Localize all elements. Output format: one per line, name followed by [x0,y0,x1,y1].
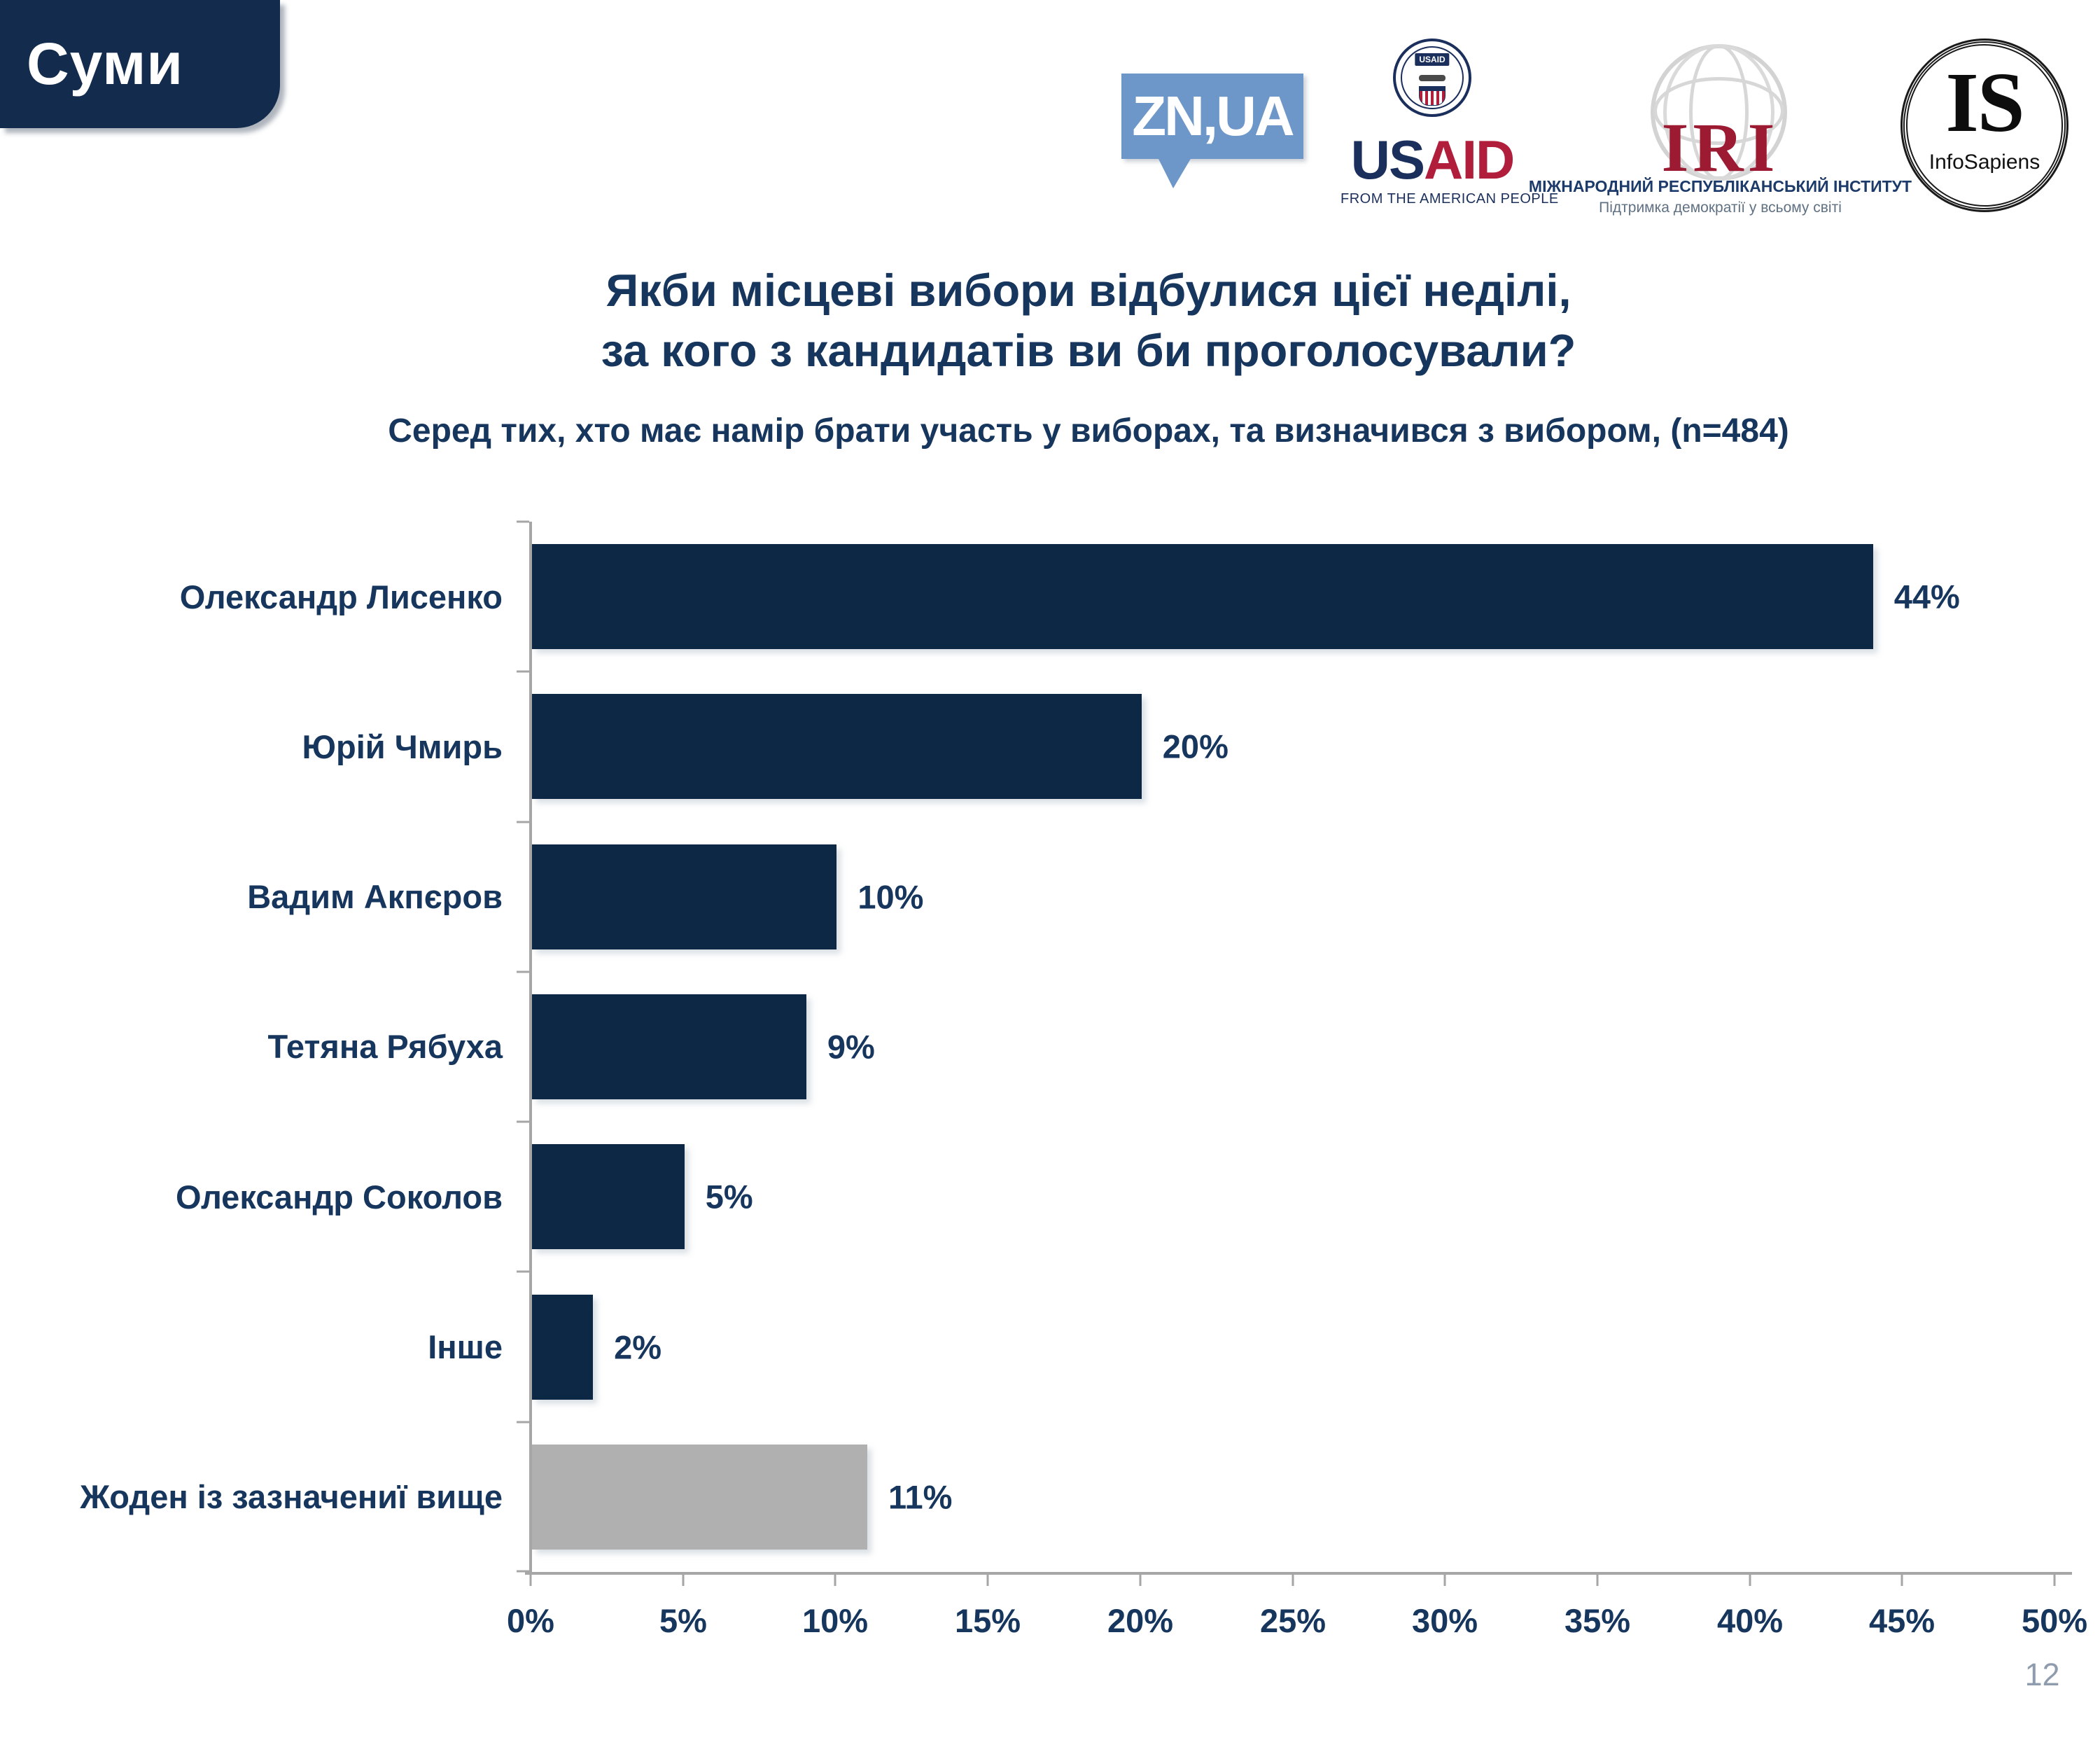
y-axis-tick [517,670,529,673]
bar-row: Тетяна Рябуха 9% [42,972,2054,1122]
x-tick-label: 20% [1107,1602,1174,1639]
iri-caption-line2: Підтримка демократії у всьому світі [1599,200,1842,216]
x-tick-label: 30% [1411,1602,1478,1639]
y-axis-line [529,522,532,1572]
y-axis-tick [517,1421,529,1424]
chart-title-line2: за кого з кандидатів ви би проголосували… [601,325,1576,376]
bar-row: Інше 2% [42,1272,2054,1421]
value-label: 5% [705,1178,753,1216]
infosapiens-logo: IS InfoSapiens [1896,34,2073,216]
x-tick-label: 50% [2021,1602,2088,1639]
x-axis-tick [529,1575,532,1586]
y-axis-tick [517,1570,529,1573]
category-label: Юрій Чмирь [302,728,503,765]
bar [532,1444,867,1550]
value-label: 20% [1162,728,1228,765]
x-axis-tick [1443,1575,1446,1586]
bar-track: 2% [531,1272,2054,1421]
y-axis-tick [517,1120,529,1123]
x-tick-label: 0% [507,1602,554,1639]
x-tick-label: 35% [1564,1602,1631,1639]
category-label: Інше [428,1328,503,1366]
seal-banner-label: USAID [1415,53,1450,66]
chart-title: Якби місцеві вибори відбулися цієї неділ… [77,260,2100,381]
x-tick-label: 10% [802,1602,869,1639]
bar-row: Жоден із зазначениї вище 11% [42,1422,2054,1572]
bar-row: Олександр Соколов 5% [42,1122,2054,1272]
handshake-icon [1419,75,1446,81]
globe-icon [1651,44,1787,181]
bar-track: 9% [531,972,2054,1122]
usaid-wordmark-us: US [1350,129,1425,190]
category-label: Олександр Соколов [176,1178,503,1216]
x-axis-tick [2053,1575,2056,1586]
category-label: Жоден із зазначениї вище [80,1478,503,1516]
shield-icon [1419,86,1446,106]
bar [532,844,837,949]
value-label: 2% [614,1328,662,1366]
bar-track: 11% [531,1422,2054,1572]
bar [532,1144,685,1250]
bar-rows: Олександр Лисенко 44% Юрій Чмирь 20% Вад… [42,522,2054,1572]
x-tick-label: 45% [1868,1602,1935,1639]
znua-logo: ZN,UA [1121,74,1303,188]
x-axis-tick [834,1575,836,1586]
page-number: 12 [2024,1657,2060,1692]
x-axis-tick [1749,1575,1751,1586]
x-tick-label: 25% [1259,1602,1326,1639]
chart-title-line1: Якби місцеві вибори відбулися цієї неділ… [606,265,1572,316]
znua-logo-text: ZN,UA [1132,85,1294,147]
iri-acronym: IRI [1661,109,1779,186]
infosapiens-name: InfoSapiens [1928,151,2040,174]
y-axis-tick [517,821,529,823]
bar-track: 10% [531,822,2054,972]
x-tick-label: 40% [1716,1602,1784,1639]
bar-track: 5% [531,1122,2054,1272]
bar [532,694,1142,800]
x-axis-tick [986,1575,989,1586]
x-axis-tick [1292,1575,1294,1586]
usaid-wordmark: USAID [1340,132,1524,187]
speech-bubble-tail-icon [1158,158,1191,188]
value-label: 10% [858,878,924,916]
y-axis-tick [517,970,529,973]
x-tick-label: 5% [659,1602,707,1639]
region-title: Суми [27,31,184,97]
x-tick-label: 15% [954,1602,1021,1639]
y-axis-tick [517,1270,529,1273]
iri-caption-line1: МІЖНАРОДНИЙ РЕСПУБЛІКАНСЬКИЙ ІНСТИТУТ [1528,177,1912,195]
bar-track: 44% [531,522,2054,671]
znua-logo-box: ZN,UA [1121,74,1303,159]
bar-row: Юрій Чмирь 20% [42,671,2054,821]
x-axis-tick [1900,1575,1903,1586]
usaid-tagline: FROM THE AMERICAN PEOPLE [1340,191,1559,207]
category-label: Тетяна Рябуха [267,1028,503,1066]
x-axis-tick [1596,1575,1599,1586]
bar-row: Олександр Лисенко 44% [42,522,2054,671]
ellipse-ring-icon [1900,39,2068,212]
seal-ring-icon [1401,46,1464,109]
region-tag: Суми [0,0,280,128]
x-axis-line [525,1572,2072,1575]
x-axis-tick [1139,1575,1142,1586]
bar [532,1294,594,1400]
bar-chart: Олександр Лисенко 44% Юрій Чмирь 20% Вад… [42,520,2087,1670]
category-label: Олександр Лисенко [179,578,503,615]
bar-row: Вадим Акпєров 10% [42,822,2054,972]
x-axis-tick [682,1575,685,1586]
usaid-seal-icon: USAID [1393,39,1471,117]
usaid-wordmark-aid: AID [1424,129,1515,190]
y-axis-tick [517,520,529,523]
bar [532,544,1873,650]
chart-subtitle: Серед тих, хто має намір брати участь у … [388,412,1789,450]
value-label: 9% [827,1028,875,1066]
bar-track: 20% [531,671,2054,821]
value-label: 44% [1893,578,1960,615]
category-label: Вадим Акпєров [247,878,503,916]
infosapiens-acronym: IS [1945,55,2024,150]
bar [532,994,806,1099]
usaid-logo: USAID USAID FROM THE AMERICAN PEOPLE [1340,39,1559,207]
value-label: 11% [888,1478,953,1516]
